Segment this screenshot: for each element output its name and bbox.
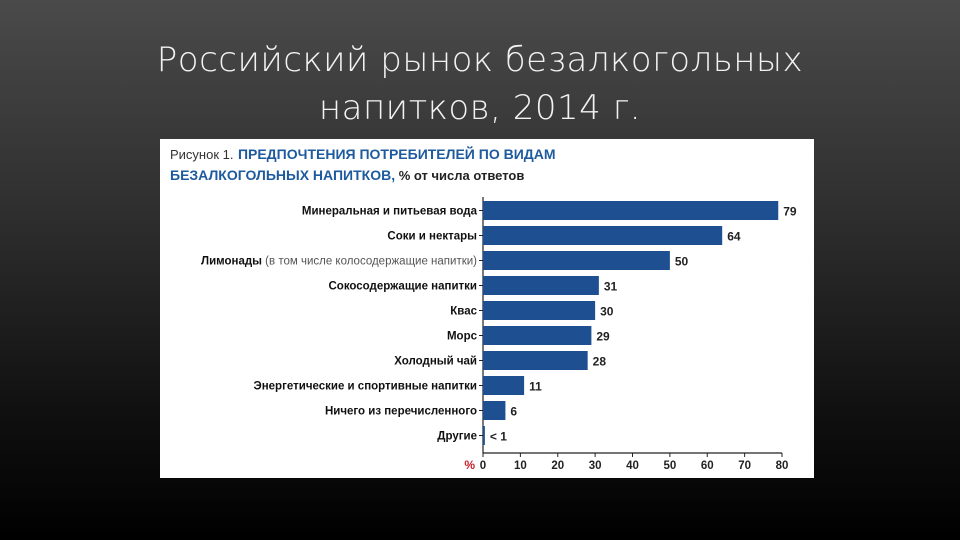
bar-value-label: 79	[783, 205, 797, 219]
bar-value-label: 28	[593, 355, 607, 369]
bar	[483, 401, 506, 420]
x-tick-label: 30	[589, 460, 602, 472]
category-label: Квас	[450, 306, 477, 318]
category-label: Сокосодержащие напитки	[328, 281, 477, 293]
bar	[483, 201, 779, 220]
chart-title-part-2: БЕЗАЛКОГОЛЬНЫХ НАПИТКОВ,	[170, 167, 396, 183]
x-tick-label: 50	[663, 460, 676, 472]
bar	[483, 351, 588, 370]
x-tick-label: 60	[701, 460, 714, 472]
bar-value-label: 6	[510, 405, 517, 419]
bar-value-label: 64	[727, 230, 741, 244]
category-label: Ничего из перечисленного	[325, 406, 477, 418]
bar	[483, 226, 723, 245]
x-axis-unit-label: %	[464, 458, 475, 472]
category-label: Лимонады (в том числе колосодержащие нап…	[201, 256, 477, 268]
bar-value-label: 30	[600, 305, 614, 319]
bar	[483, 326, 592, 345]
bar	[483, 276, 599, 295]
category-label: Холодный чай	[394, 356, 477, 368]
bar-value-label: < 1	[490, 430, 507, 444]
bar	[483, 251, 670, 270]
category-label: Морс	[447, 331, 478, 343]
category-label: Минеральная и питьевая вода	[302, 206, 478, 218]
x-tick-label: 20	[551, 460, 564, 472]
chart-title-part-1: ПРЕДПОЧТЕНИЯ ПОТРЕБИТЕЛЕЙ ПО ВИДАМ	[237, 146, 556, 162]
chart-title-suffix: % от числа ответов	[395, 168, 525, 183]
bar-value-label: 11	[529, 380, 542, 394]
chart-figure: Рисунок 1. ПРЕДПОЧТЕНИЯ ПОТРЕБИТЕЛЕЙ ПО …	[160, 139, 814, 478]
category-label: Другие	[437, 431, 477, 443]
bar	[483, 376, 525, 395]
figure-number: Рисунок 1.	[170, 147, 234, 162]
category-label: Соки и нектары	[387, 231, 477, 243]
x-tick-label: 10	[514, 460, 527, 472]
x-tick-label: 40	[626, 460, 639, 472]
bar-chart: 79 Минеральная и питьевая вода 64 Соки и не…	[201, 197, 797, 472]
bar-value-label: 50	[675, 255, 689, 269]
bar	[483, 426, 485, 445]
bar-value-label: 29	[596, 330, 610, 344]
x-tick-label: 70	[738, 460, 751, 472]
slide-title: Российский рынок безалкогольных напитков…	[0, 36, 960, 132]
bar	[483, 301, 596, 320]
category-label: Энергетические и спортивные напитки	[254, 381, 477, 393]
x-tick-label: 80	[776, 460, 789, 472]
slide-title-line-2: напитков, 2014 г.	[318, 88, 642, 128]
slide-title-line-1: Российский рынок безалкогольных	[156, 40, 804, 80]
chart-caption: Рисунок 1. ПРЕДПОЧТЕНИЯ ПОТРЕБИТЕЛЕЙ ПО …	[170, 144, 810, 186]
bar-value-label: 31	[604, 280, 618, 294]
x-tick-label: 0	[480, 460, 486, 472]
